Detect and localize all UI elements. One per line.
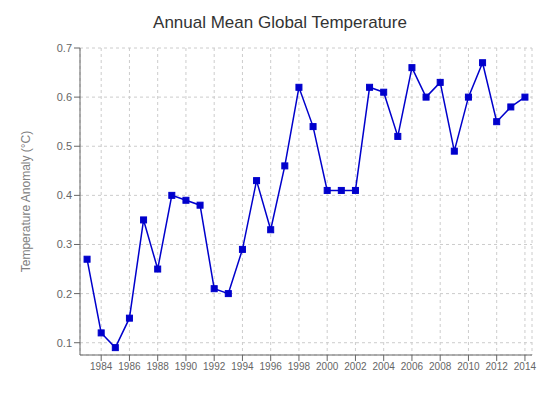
svg-text:Temperature Anomaly (°C): Temperature Anomaly (°C): [19, 131, 33, 273]
svg-text:2008: 2008: [429, 361, 452, 372]
svg-text:0.6: 0.6: [57, 91, 72, 103]
svg-text:1994: 1994: [231, 361, 254, 372]
svg-text:2004: 2004: [373, 361, 396, 372]
svg-text:1986: 1986: [118, 361, 141, 372]
svg-text:0.2: 0.2: [57, 288, 72, 300]
svg-text:0.5: 0.5: [57, 140, 72, 152]
svg-text:0.3: 0.3: [57, 238, 72, 250]
svg-text:1992: 1992: [203, 361, 226, 372]
svg-text:2010: 2010: [457, 361, 480, 372]
svg-text:2012: 2012: [486, 361, 509, 372]
svg-text:1996: 1996: [260, 361, 283, 372]
svg-text:2006: 2006: [401, 361, 424, 372]
svg-text:0.1: 0.1: [57, 337, 72, 349]
html-text:Annual Mean Global Temperature: Annual Mean Global Temperature: [153, 13, 407, 32]
svg-text:1984: 1984: [90, 361, 113, 372]
svg-text:2014: 2014: [514, 361, 537, 372]
svg-text:2000: 2000: [316, 361, 339, 372]
svg-text:1988: 1988: [147, 361, 170, 372]
svg-text:0.4: 0.4: [57, 189, 72, 201]
svg-text:2002: 2002: [344, 361, 367, 372]
svg-text:0.7: 0.7: [57, 42, 72, 54]
svg-text:1990: 1990: [175, 361, 198, 372]
svg-text:1998: 1998: [288, 361, 311, 372]
